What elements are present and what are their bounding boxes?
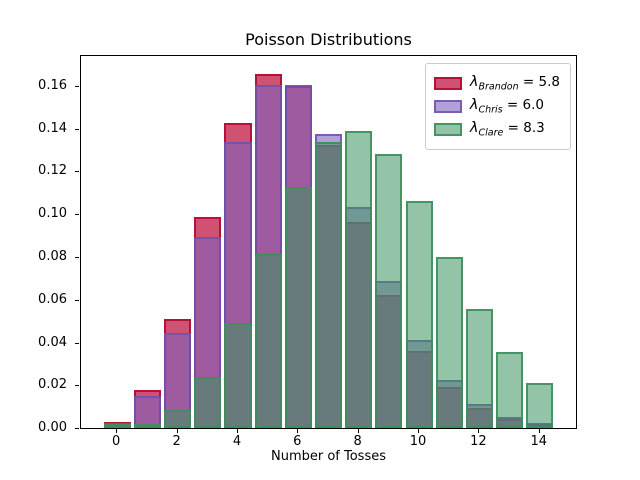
clare-bar-7: [314, 141, 343, 428]
x-tick-mark: [478, 429, 480, 433]
legend-item-chris: λChris = 6.0: [433, 96, 560, 116]
clare-bar-3: [194, 377, 222, 428]
clare-bar-9: [375, 154, 403, 428]
y-tick-label: 0.12: [38, 163, 67, 179]
clare-bar-1: [133, 423, 161, 428]
legend-label-chris: λChris = 6.0: [469, 96, 545, 116]
x-tick-label: 4: [232, 434, 242, 449]
y-tick-mark: [75, 299, 79, 301]
x-tick-label: 12: [470, 434, 487, 449]
plot-area: λBrandon = 5.8 λChris = 6.0 λClare = 8.3: [80, 55, 577, 429]
legend-swatch-clare: [433, 122, 462, 136]
legend-swatch-brandon: [433, 76, 462, 90]
legend-item-brandon: λBrandon = 5.8: [433, 73, 560, 93]
x-tick-mark: [116, 429, 118, 433]
legend-label-brandon: λBrandon = 5.8: [469, 73, 560, 93]
clare-bar-12: [465, 309, 493, 428]
y-tick-label: 0.00: [38, 420, 67, 435]
y-tick-label: 0.06: [38, 291, 67, 307]
legend: λBrandon = 5.8 λChris = 6.0 λClare = 8.3: [424, 63, 571, 150]
y-tick-mark: [75, 171, 79, 173]
x-tick-mark: [418, 429, 419, 433]
y-tick-mark: [75, 342, 79, 344]
x-tick-mark: [357, 429, 359, 433]
y-tick-label: 0.02: [38, 377, 67, 393]
clare-bar-4: [224, 323, 252, 428]
y-tick-label: 0.04: [38, 334, 67, 350]
y-tick-label: 0.14: [38, 120, 67, 136]
x-axis-label: Number of Tosses: [270, 449, 387, 464]
legend-item-clare: λClare = 8.3: [433, 119, 560, 139]
y-tick-mark: [75, 214, 79, 216]
clare-bar-8: [345, 131, 373, 428]
y-tick-label: 0.10: [38, 206, 67, 222]
x-tick-mark: [538, 429, 540, 433]
clare-bar-2: [164, 409, 192, 428]
y-tick-mark: [75, 128, 79, 130]
x-tick-mark: [237, 429, 238, 433]
legend-swatch-chris: [433, 99, 462, 113]
y-tick-mark: [75, 385, 79, 387]
clare-bar-0: [103, 424, 131, 428]
chart-title: Poisson Distributions: [245, 30, 412, 49]
clare-bar-11: [435, 256, 463, 428]
x-tick-label: 14: [530, 434, 548, 449]
clare-bar-13: [496, 352, 524, 428]
y-tick-label: 0.16: [38, 77, 67, 93]
legend-label-clare: λClare = 8.3: [469, 119, 545, 139]
clare-bar-6: [284, 186, 312, 428]
x-tick-label: 10: [409, 434, 427, 449]
x-tick-label: 2: [172, 434, 181, 449]
clare-bar-14: [526, 383, 554, 428]
clare-bar-5: [254, 253, 282, 428]
y-tick-label: 0.08: [38, 249, 67, 264]
x-tick-label: 0: [112, 434, 121, 449]
x-tick-label: 6: [293, 434, 302, 449]
y-tick-mark: [75, 428, 79, 429]
clare-bar-10: [405, 200, 433, 428]
x-tick-mark: [297, 429, 299, 433]
y-tick-mark: [75, 257, 79, 258]
y-tick-mark: [75, 85, 79, 87]
x-tick-label: 8: [353, 434, 362, 449]
x-tick-mark: [176, 429, 178, 433]
